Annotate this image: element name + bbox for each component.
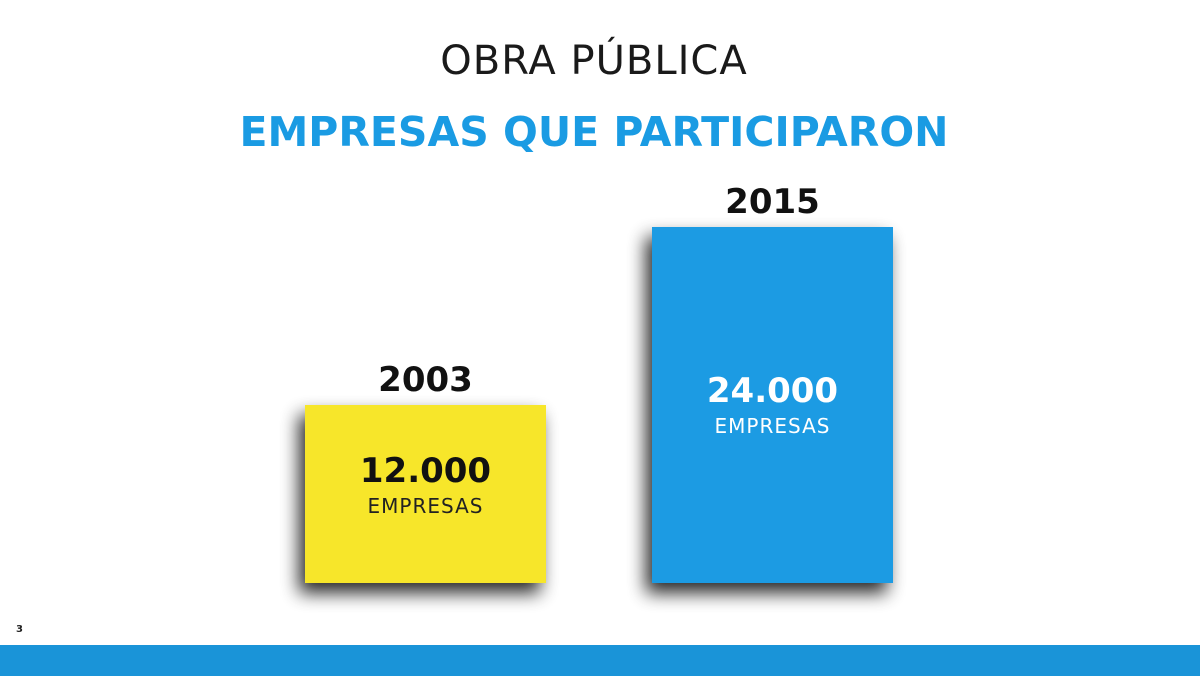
page-title: OBRA PÚBLICA bbox=[440, 38, 748, 84]
page-number: 3 bbox=[16, 624, 23, 635]
footer-band bbox=[0, 645, 1200, 676]
bar-2015 bbox=[652, 227, 893, 583]
unit-label-2015: EMPRESAS bbox=[715, 414, 831, 438]
unit-label-2003: EMPRESAS bbox=[368, 494, 484, 518]
category-label-2015: 2015 bbox=[725, 182, 820, 222]
chart-subtitle: EMPRESAS QUE PARTICIPARON bbox=[239, 108, 949, 156]
value-label-2015: 24.000 bbox=[707, 371, 838, 411]
value-label-2003: 12.000 bbox=[360, 451, 491, 491]
bar-2003 bbox=[305, 405, 546, 583]
category-label-2003: 2003 bbox=[378, 360, 473, 400]
